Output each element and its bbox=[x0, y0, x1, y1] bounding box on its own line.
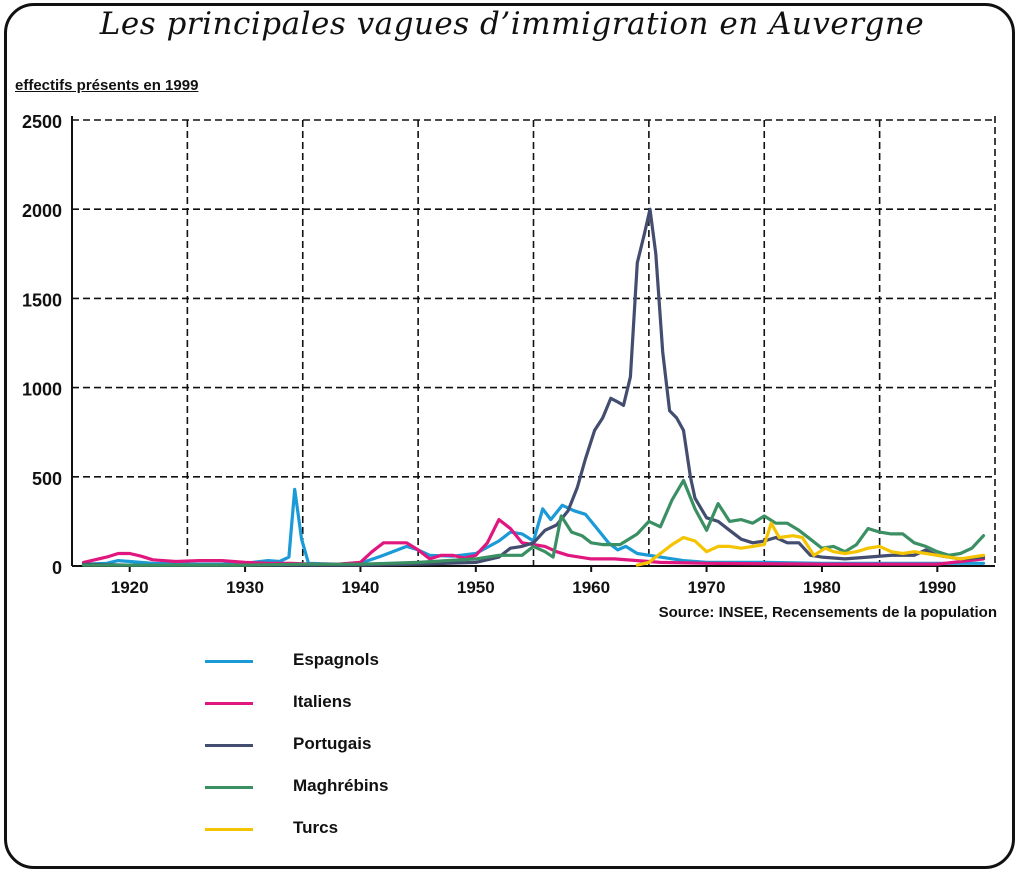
x-tick-label: 1980 bbox=[803, 578, 841, 597]
y-tick-label: 1500 bbox=[22, 290, 62, 310]
legend-item: Maghrébins bbox=[205, 774, 445, 800]
x-tick-label: 1950 bbox=[457, 578, 495, 597]
y-tick-label: 1000 bbox=[22, 380, 62, 400]
source-note: Source: INSEE, Recensements de la popula… bbox=[658, 604, 997, 621]
legend-label: Portugais bbox=[293, 734, 372, 753]
y-tick-label: 500 bbox=[32, 469, 62, 489]
legend-item: Italiens bbox=[205, 690, 445, 716]
chart-title: Les principales vagues d’immigration en … bbox=[99, 6, 925, 42]
y-tick-label: 2500 bbox=[22, 112, 62, 132]
outer-frame bbox=[4, 3, 1015, 869]
x-tick-label: 1940 bbox=[342, 578, 380, 597]
x-tick-label: 1960 bbox=[572, 578, 610, 597]
x-tick-label: 1970 bbox=[688, 578, 726, 597]
series-line-italiens bbox=[81, 518, 986, 566]
series-line-portugais bbox=[81, 207, 986, 567]
x-tick-label: 1930 bbox=[226, 578, 264, 597]
y-tick-label: 0 bbox=[52, 558, 62, 578]
legend-item: Espagnols bbox=[205, 648, 445, 674]
legend-item: Turcs bbox=[205, 816, 445, 842]
legend-label: Espagnols bbox=[293, 650, 379, 669]
legend-label: Maghrébins bbox=[293, 776, 389, 795]
series-line-turcs bbox=[635, 521, 986, 567]
series-line-maghrebins bbox=[81, 478, 986, 567]
legend-label: Turcs bbox=[293, 818, 339, 837]
series-lines bbox=[81, 207, 986, 567]
legend-label: Italiens bbox=[293, 692, 352, 711]
y-tick-label: 2000 bbox=[22, 201, 62, 221]
legend-swatch bbox=[205, 660, 253, 663]
legend-swatch bbox=[205, 702, 253, 705]
legend-item: Portugais bbox=[205, 732, 445, 758]
x-tick-label: 1990 bbox=[918, 578, 956, 597]
legend-swatch bbox=[205, 786, 253, 789]
chart-subtitle: effectifs présents en 1999 bbox=[15, 77, 199, 94]
x-tick-label: 1920 bbox=[111, 578, 149, 597]
legend-swatch bbox=[205, 828, 253, 831]
legend-swatch bbox=[205, 744, 253, 747]
grid-lines bbox=[72, 119, 995, 566]
tick-labels: 0 500 1000 1500 2000 2500 1920 1930 1940 1950 1960… bbox=[22, 112, 956, 597]
